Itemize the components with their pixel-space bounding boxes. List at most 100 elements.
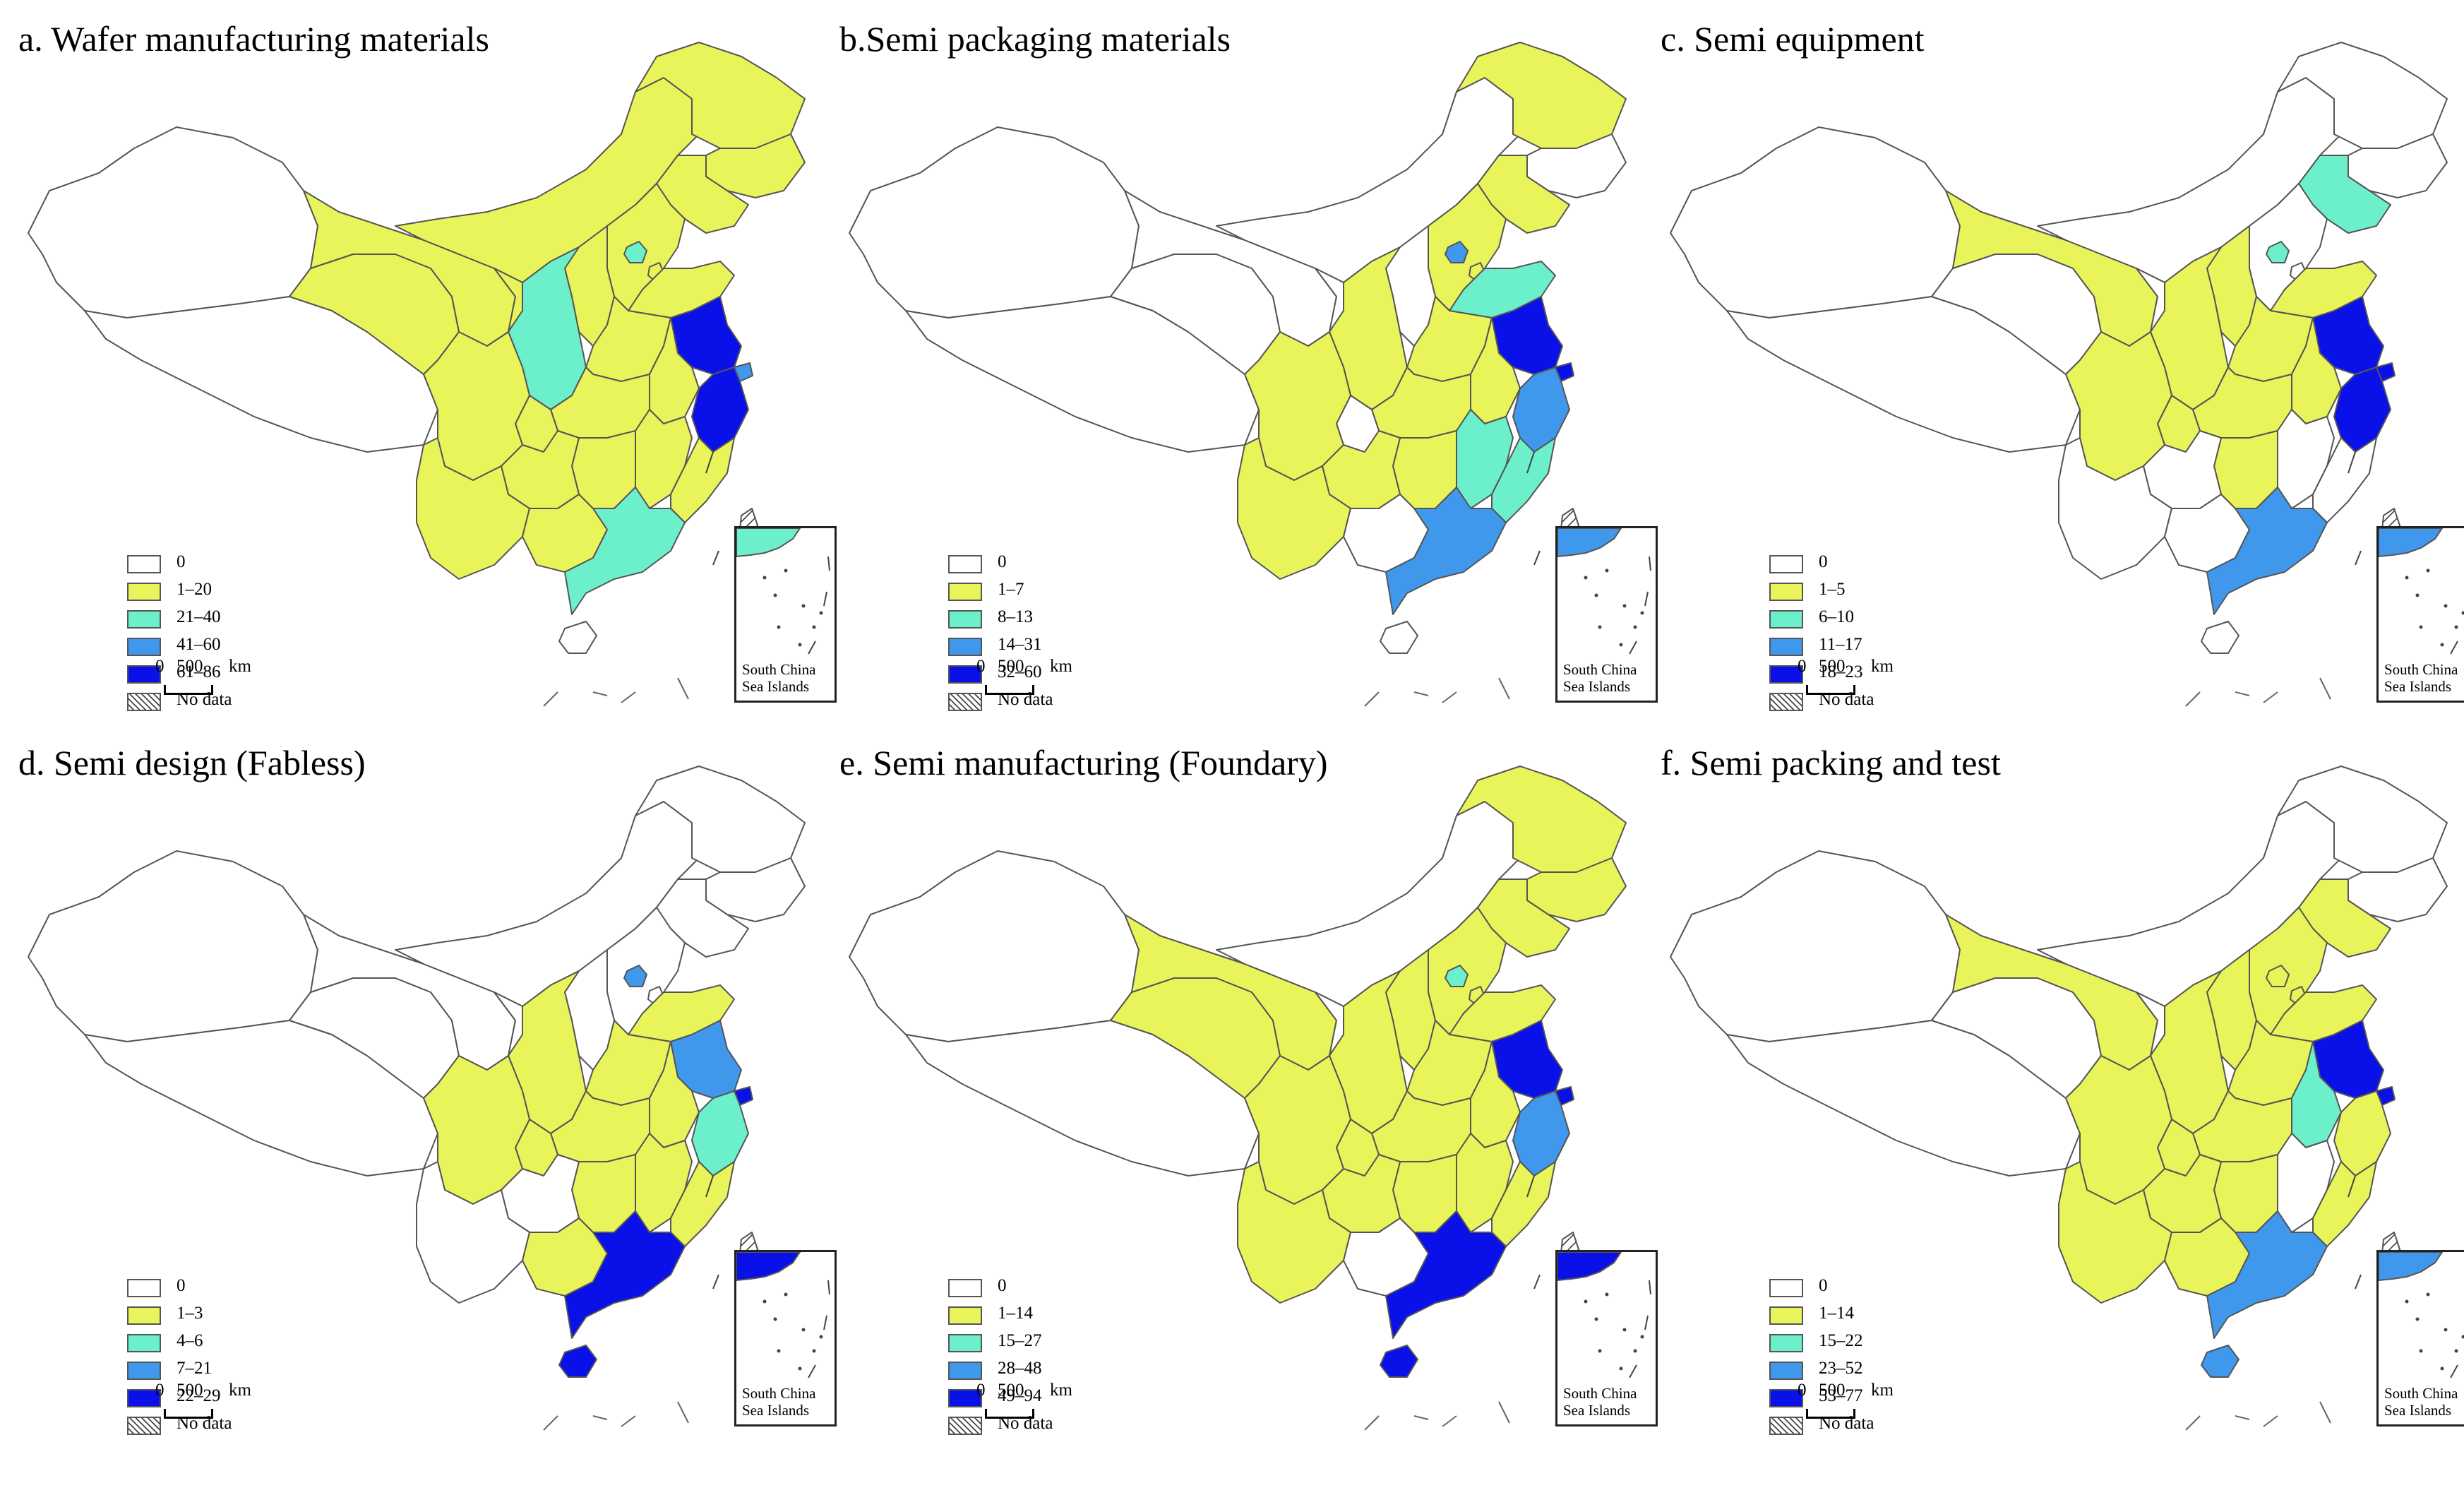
legend-swatch bbox=[948, 555, 982, 573]
island-dot bbox=[2444, 604, 2448, 608]
island-dot bbox=[2444, 1328, 2448, 1332]
legend-label: 15–27 bbox=[998, 1331, 1042, 1350]
island-dot bbox=[773, 1317, 777, 1321]
scale-value: 500 bbox=[1819, 1381, 1846, 1400]
inset-dash bbox=[827, 556, 830, 571]
map-panel-f: f. Semi packing and test 0 1–14 15–22 23–52 5… bbox=[1642, 738, 2464, 1479]
legend-swatch bbox=[127, 1362, 161, 1380]
legend-label: 0 bbox=[177, 1276, 186, 1295]
region-fujian bbox=[670, 437, 735, 523]
map-panel-d: d. Semi design (Fabless) 0 1–3 4–6 7–21 22–29… bbox=[0, 738, 837, 1479]
region-zhejiang bbox=[1512, 1090, 1570, 1177]
inset-coast bbox=[1557, 1252, 1622, 1282]
boundary-dash bbox=[1533, 550, 1541, 566]
inset-coast bbox=[2379, 528, 2444, 558]
scale-unit: km bbox=[229, 1381, 251, 1400]
region-beijing bbox=[623, 965, 647, 987]
legend-swatch bbox=[1769, 665, 1803, 684]
island-dot bbox=[1598, 625, 1602, 629]
island-dot bbox=[1598, 1349, 1602, 1353]
south-china-sea-inset: South China Sea Islands bbox=[734, 1250, 837, 1426]
legend-swatch bbox=[1769, 1334, 1803, 1352]
region-guangdong bbox=[564, 1210, 686, 1339]
panel-title: c. Semi equipment bbox=[1661, 19, 1925, 59]
inset-dash bbox=[823, 1315, 827, 1330]
inset-label-line1: South China bbox=[742, 661, 816, 678]
island-dot bbox=[762, 1299, 767, 1304]
region-hainan bbox=[558, 621, 597, 654]
island-dot bbox=[777, 625, 781, 629]
island-mark bbox=[2185, 691, 2201, 707]
island-dot bbox=[2440, 643, 2444, 647]
inset-label: South China Sea Islands bbox=[742, 1385, 815, 1419]
legend-swatch bbox=[1769, 555, 1803, 573]
inset-dash bbox=[808, 641, 816, 655]
inset-map-icon bbox=[736, 1252, 830, 1378]
china-map bbox=[28, 766, 806, 1431]
region-fujian bbox=[1491, 1161, 1556, 1247]
island-dot bbox=[812, 1349, 816, 1353]
scale-unit: km bbox=[1871, 1381, 1894, 1400]
island-dot bbox=[1622, 1328, 1627, 1332]
island-dot bbox=[2440, 1366, 2444, 1371]
south-china-sea-inset: South China Sea Islands bbox=[1555, 526, 1658, 703]
island-dot bbox=[801, 604, 806, 608]
panel-title: e. Semi manufacturing (Foundary) bbox=[839, 743, 1328, 782]
island-mark bbox=[2263, 1415, 2278, 1427]
boundary-dash bbox=[712, 550, 719, 566]
map-panel-b: b.Semi packaging materials 0 1–7 8–13 14–31 3… bbox=[821, 14, 1658, 756]
china-map bbox=[849, 766, 1627, 1431]
island-dot bbox=[798, 1366, 802, 1371]
island-mark bbox=[543, 1415, 558, 1431]
scale-value: 500 bbox=[177, 657, 203, 676]
region-hainan bbox=[1380, 1345, 1418, 1378]
china-map bbox=[1670, 42, 2448, 707]
legend-label: 1–7 bbox=[998, 580, 1024, 599]
island-dot bbox=[2419, 1349, 2423, 1353]
legend-label: 61–86 bbox=[177, 662, 221, 681]
island-mark bbox=[677, 1401, 689, 1424]
legend-swatch bbox=[1769, 638, 1803, 656]
legend-swatch bbox=[1769, 1389, 1803, 1407]
legend-swatch bbox=[948, 610, 982, 629]
region-xinjiang bbox=[849, 126, 1140, 318]
region-xinjiang bbox=[1670, 126, 1961, 318]
panel-title: d. Semi design (Fabless) bbox=[18, 743, 366, 782]
legend-label: 28–48 bbox=[998, 1359, 1042, 1378]
region-zhejiang bbox=[1512, 367, 1570, 453]
island-dot bbox=[2405, 576, 2409, 580]
inset-label: South China Sea Islands bbox=[1563, 661, 1637, 695]
region-guangdong bbox=[2206, 1210, 2328, 1339]
legend-label: 6–10 bbox=[1819, 607, 1854, 626]
inset-dash bbox=[1644, 1315, 1649, 1330]
island-mark bbox=[1364, 691, 1380, 707]
legend-label: 49–94 bbox=[998, 1386, 1042, 1405]
legend-swatch bbox=[948, 583, 982, 601]
legend-label: 53–77 bbox=[1819, 1386, 1863, 1405]
inset-label-line2: Sea Islands bbox=[2384, 678, 2452, 695]
inset-map-icon bbox=[736, 528, 830, 655]
island-dot bbox=[1584, 576, 1588, 580]
region-zhejiang bbox=[691, 1090, 749, 1177]
legend-label: 21–40 bbox=[177, 607, 221, 626]
scale-zero: 0 bbox=[1798, 1381, 1807, 1400]
legend-swatch bbox=[948, 1279, 982, 1297]
boundary-dash bbox=[712, 1274, 719, 1289]
island-mark bbox=[1364, 1415, 1380, 1431]
island-mark bbox=[543, 691, 558, 707]
boundary-dash bbox=[705, 451, 714, 474]
inset-label-line1: South China bbox=[742, 1385, 816, 1402]
island-mark bbox=[2319, 1401, 2331, 1424]
island-mark bbox=[592, 691, 608, 696]
inset-dash bbox=[823, 591, 827, 607]
island-mark bbox=[677, 677, 689, 700]
inset-dash bbox=[1649, 1280, 1651, 1295]
boundary-dash bbox=[2355, 1274, 2362, 1289]
region-guangdong bbox=[1385, 1210, 1507, 1339]
legend-label: 18–23 bbox=[1819, 662, 1863, 681]
island-dot bbox=[1605, 568, 1609, 573]
scale-bar-icon bbox=[985, 685, 1034, 695]
scale-bar-icon bbox=[164, 1409, 213, 1419]
island-dot bbox=[1594, 593, 1598, 597]
island-dot bbox=[2454, 625, 2458, 629]
